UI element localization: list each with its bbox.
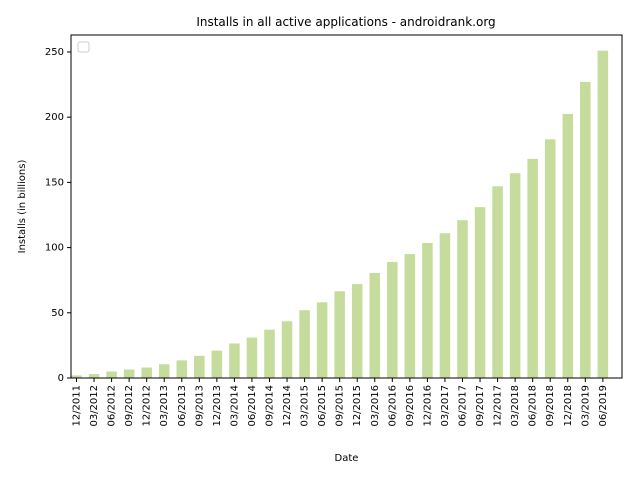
x-tick-label: 06/2012 <box>107 385 118 427</box>
bar-06-2019 <box>597 50 609 379</box>
x-tick-label: 12/2013 <box>212 385 223 427</box>
bar-06-2015 <box>316 302 328 378</box>
bar-09-2015 <box>334 291 345 378</box>
bar-03-2019 <box>580 81 591 379</box>
x-tick-label: 09/2016 <box>405 385 416 427</box>
y-tick-label: 50 <box>51 308 64 319</box>
bar-12-2018 <box>562 113 574 378</box>
x-tick-label: 06/2016 <box>387 385 398 427</box>
x-tick-label: 06/2017 <box>457 385 468 427</box>
x-tick-label: 09/2013 <box>194 385 205 427</box>
x-tick-label: 12/2011 <box>72 385 83 427</box>
x-tick-label: 03/2016 <box>370 385 381 427</box>
bar-09-2013 <box>194 355 205 378</box>
x-tick-label: 09/2015 <box>335 385 346 427</box>
bar-09-2018 <box>544 139 556 378</box>
bar-12-2012 <box>141 367 152 378</box>
bar-06-2017 <box>457 220 468 378</box>
y-tick-label: 100 <box>45 243 64 254</box>
x-tick-label: 12/2017 <box>493 385 504 427</box>
x-tick-label: 03/2014 <box>229 385 240 427</box>
x-tick-label: 03/2013 <box>159 385 170 427</box>
chart-title: Installs in all active applications - an… <box>196 15 495 29</box>
x-tick-label: 06/2013 <box>177 385 188 427</box>
x-tick-label: 03/2019 <box>580 385 591 427</box>
x-tick-label: 03/2017 <box>440 385 451 427</box>
bar-03-2017 <box>439 233 451 378</box>
x-tick-label: 06/2019 <box>598 385 609 427</box>
bar-03-2016 <box>369 273 381 378</box>
bar-03-2014 <box>229 343 240 378</box>
bar-06-2012 <box>106 371 117 378</box>
bar-12-2013 <box>211 350 223 378</box>
x-tick-label: 12/2015 <box>352 385 363 427</box>
bar-12-2014 <box>281 321 293 378</box>
x-tick-label: 09/2014 <box>264 385 275 427</box>
y-axis-ticks: 0 50 100 150 200 250 <box>45 47 71 384</box>
bar-12-2015 <box>351 284 363 378</box>
x-tick-label: 12/2018 <box>563 385 574 427</box>
x-tick-label: 09/2012 <box>124 385 135 427</box>
y-tick-label: 250 <box>45 47 64 58</box>
bar-09-2012 <box>123 369 135 378</box>
legend-box <box>77 41 90 53</box>
x-tick-label: 03/2012 <box>89 385 100 427</box>
bar-12-2011 <box>71 375 82 378</box>
x-tick-label: 03/2018 <box>510 385 521 427</box>
x-tick-label: 09/2017 <box>475 385 486 427</box>
bar-09-2017 <box>474 207 486 378</box>
bar-06-2016 <box>387 261 398 378</box>
y-tick-label: 200 <box>45 112 64 123</box>
bar-06-2014 <box>246 337 258 378</box>
x-axis-ticks: 12/2011 03/2012 06/2012 09/2012 12/2012 03/20… <box>72 378 609 427</box>
bar-09-2014 <box>264 329 275 378</box>
y-tick-label: 0 <box>58 373 64 384</box>
x-tick-label: 06/2015 <box>317 385 328 427</box>
bar-06-2013 <box>176 360 188 378</box>
y-tick-label: 150 <box>45 177 64 188</box>
x-tick-label: 03/2015 <box>300 385 311 427</box>
bar-03-2012 <box>88 374 100 378</box>
x-tick-label: 12/2014 <box>282 385 293 427</box>
bar-03-2018 <box>509 173 521 378</box>
x-tick-label: 12/2012 <box>142 385 153 427</box>
x-tick-label: 06/2018 <box>528 385 539 427</box>
bar-03-2015 <box>299 310 310 378</box>
x-tick-label: 09/2018 <box>545 385 556 427</box>
y-axis-title: Installs (in billions) <box>17 160 28 254</box>
x-axis-title: Date <box>335 453 359 464</box>
bar-12-2017 <box>492 186 503 378</box>
bar-12-2016 <box>422 243 433 378</box>
bar-06-2018 <box>527 158 538 378</box>
x-tick-label: 12/2016 <box>422 385 433 427</box>
bar-09-2016 <box>404 254 416 378</box>
bar-03-2013 <box>158 364 170 378</box>
bars-group <box>71 50 609 379</box>
plot-frame <box>70 34 623 379</box>
x-tick-label: 06/2014 <box>247 385 258 427</box>
